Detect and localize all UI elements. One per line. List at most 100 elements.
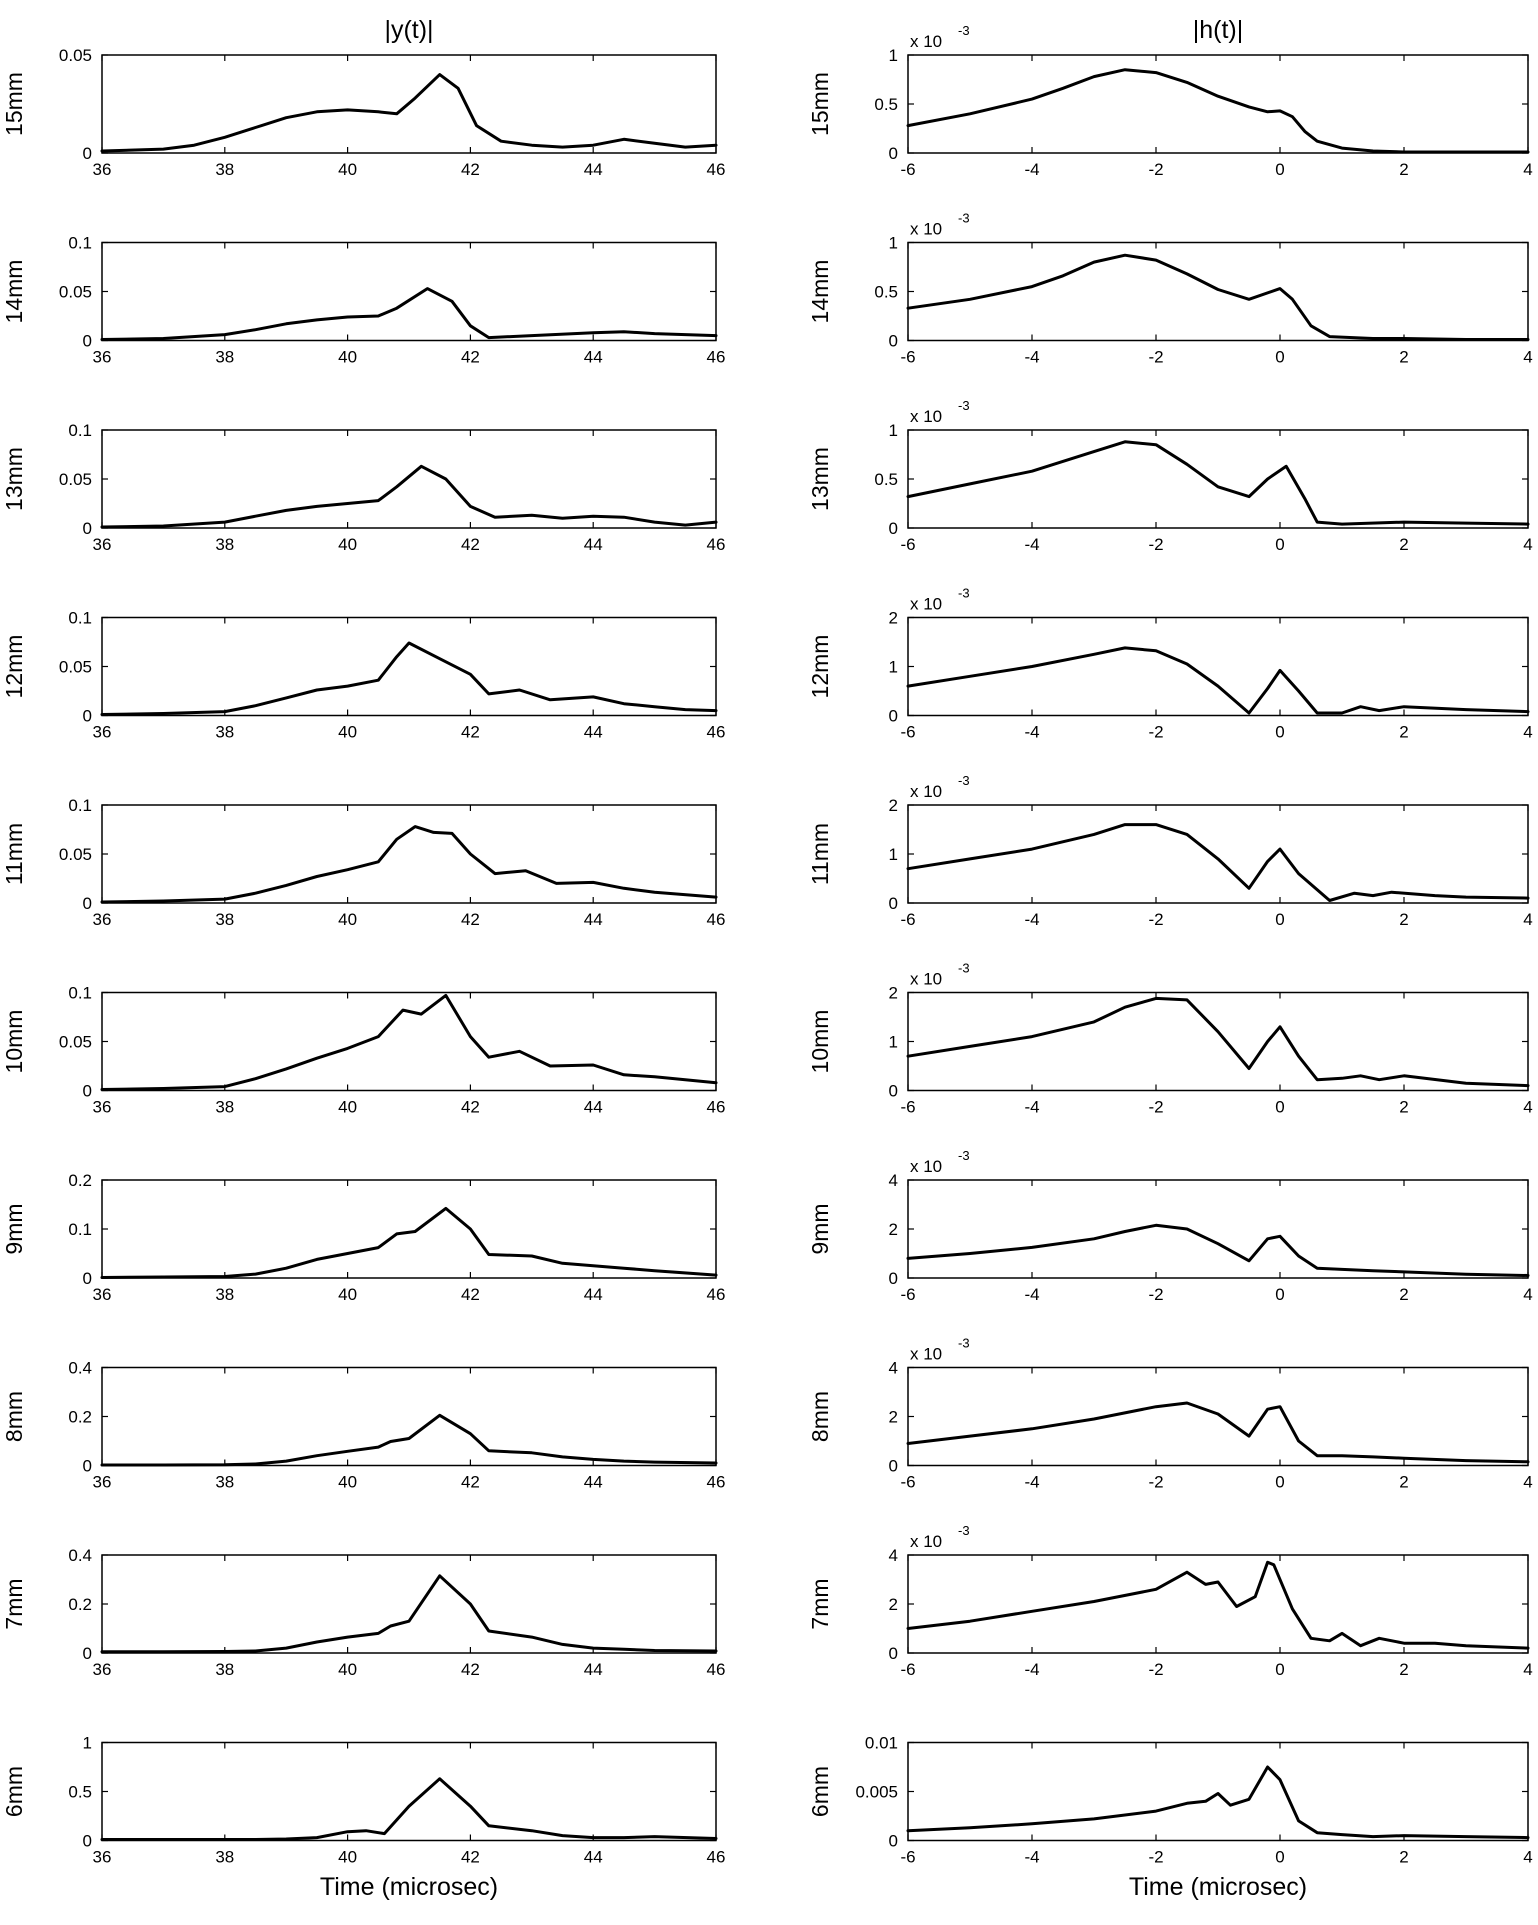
x-tick-label: 42 <box>461 1848 480 1867</box>
y-axis-label: 11mm <box>1 823 27 885</box>
y-tick-label: 0 <box>83 1457 92 1476</box>
axis-exponent-power: -3 <box>958 1336 970 1351</box>
x-tick-label: -2 <box>1148 723 1163 742</box>
axis-exponent: x 10 <box>910 970 942 989</box>
y-tick-label: 0.1 <box>68 234 92 253</box>
x-tick-label: 40 <box>338 1473 357 1492</box>
y-tick-label: 0.2 <box>68 1595 92 1614</box>
axes-frame <box>101 1179 717 1279</box>
axis-exponent: x 10 <box>910 595 942 614</box>
axes-frame <box>101 241 717 342</box>
subplot-left-13mm: 36 38 40 42 44 46 0 0.05 0.1 13mm <box>1 421 725 554</box>
y-tick-label: 2 <box>889 609 898 628</box>
x-tick-label: -4 <box>1024 910 1039 929</box>
x-tick-label: 44 <box>584 1473 603 1492</box>
axes-frame <box>101 1554 717 1654</box>
x-tick-label: 40 <box>338 1660 357 1679</box>
y-tick-label: 0.5 <box>874 95 898 114</box>
y-axis-label: 13mm <box>807 447 833 511</box>
subplot-right-12mm: -6 -4 -2 0 2 4 0 1 2 12mm x 10 -3 <box>807 586 1533 742</box>
x-tick-label: 42 <box>461 535 480 554</box>
y-tick-label: 0.05 <box>59 283 92 302</box>
y-tick-label: 0 <box>83 1644 92 1663</box>
x-tick-label: -4 <box>1024 723 1039 742</box>
series-line <box>906 996 1530 1088</box>
x-tick-label: -2 <box>1148 1473 1163 1492</box>
x-tick-label: 0 <box>1275 348 1284 367</box>
x-tick-label: -2 <box>1148 160 1163 179</box>
y-axis-label: 14mm <box>807 260 833 324</box>
x-tick-label: 44 <box>584 160 603 179</box>
x-tick-label: 4 <box>1523 1285 1532 1304</box>
x-tick-label: 0 <box>1275 1660 1284 1679</box>
y-tick-label: 1 <box>889 845 898 864</box>
series-line <box>906 823 1530 902</box>
y-axis-label: 15mm <box>807 72 833 136</box>
x-tick-label: 44 <box>584 910 603 929</box>
axes-frame <box>101 429 717 529</box>
series-line <box>100 825 718 904</box>
x-tick-label: 44 <box>584 535 603 554</box>
x-tick-label: 42 <box>461 1473 480 1492</box>
y-tick-label: 0 <box>889 1269 898 1288</box>
x-tick-label: 46 <box>707 160 726 179</box>
y-tick-label: 0 <box>83 332 92 351</box>
axis-exponent-power: -3 <box>958 586 970 601</box>
y-tick-label: 0 <box>889 1082 898 1101</box>
x-tick-label: 4 <box>1523 1098 1532 1117</box>
y-tick-label: 2 <box>889 1220 898 1239</box>
axes-frame <box>101 616 717 717</box>
series-line <box>100 287 718 341</box>
x-tick-label: 38 <box>215 1848 234 1867</box>
y-tick-label: 0 <box>889 894 898 913</box>
x-tick-label: 2 <box>1399 1848 1408 1867</box>
x-tick-label: 42 <box>461 348 480 367</box>
subplot-right-9mm: -6 -4 -2 0 2 4 0 2 4 9mm x 10 -3 <box>807 1148 1533 1304</box>
x-tick-label: 38 <box>215 1285 234 1304</box>
x-tick-label: 4 <box>1523 160 1532 179</box>
subplot-left-10mm: 36 38 40 42 44 46 0 0.05 0.1 10mm <box>1 984 725 1117</box>
y-tick-label: 0.5 <box>874 470 898 489</box>
x-tick-label: 40 <box>338 723 357 742</box>
x-tick-label: 42 <box>461 160 480 179</box>
series-line <box>906 440 1530 526</box>
x-tick-label: -2 <box>1148 348 1163 367</box>
x-tick-label: 0 <box>1275 910 1284 929</box>
x-tick-label: 4 <box>1523 723 1532 742</box>
y-axis-label: 10mm <box>1 1010 27 1074</box>
x-tick-label: 4 <box>1523 535 1532 554</box>
x-tick-label: 4 <box>1523 910 1532 929</box>
y-tick-label: 0.05 <box>59 1033 92 1052</box>
x-tick-label: 40 <box>338 348 357 367</box>
x-tick-label: 44 <box>584 348 603 367</box>
series-line <box>100 464 718 529</box>
axis-exponent: x 10 <box>910 1157 942 1176</box>
y-tick-label: 0 <box>889 1457 898 1476</box>
x-tick-label: -6 <box>900 535 915 554</box>
subplot-right-13mm: -6 -4 -2 0 2 4 0 0.5 1 13mm x 10 -3 <box>807 398 1533 554</box>
axis-exponent-power: -3 <box>958 211 970 226</box>
series-line <box>100 1777 718 1841</box>
x-tick-label: 2 <box>1399 1660 1408 1679</box>
y-tick-label: 0 <box>83 1832 92 1851</box>
x-tick-label: -4 <box>1024 1098 1039 1117</box>
x-tick-label: 36 <box>93 723 112 742</box>
y-tick-label: 4 <box>889 1171 898 1190</box>
axis-exponent: x 10 <box>910 782 942 801</box>
x-tick-label: 46 <box>707 723 726 742</box>
x-tick-label: 2 <box>1399 1285 1408 1304</box>
x-tick-label: 36 <box>93 535 112 554</box>
y-axis-label: 12mm <box>1 635 27 699</box>
x-tick-label: 46 <box>707 1473 726 1492</box>
x-tick-label: 36 <box>93 348 112 367</box>
x-tick-label: 46 <box>707 348 726 367</box>
x-tick-label: 40 <box>338 1285 357 1304</box>
series-line <box>906 646 1530 715</box>
x-tick-label: 2 <box>1399 1098 1408 1117</box>
x-tick-label: 0 <box>1275 1098 1284 1117</box>
subplot-left-9mm: 36 38 40 42 44 46 0 0.1 0.2 9mm <box>1 1171 725 1304</box>
y-tick-label: 0 <box>889 332 898 351</box>
axis-exponent: x 10 <box>910 1345 942 1364</box>
x-tick-label: 36 <box>93 1285 112 1304</box>
